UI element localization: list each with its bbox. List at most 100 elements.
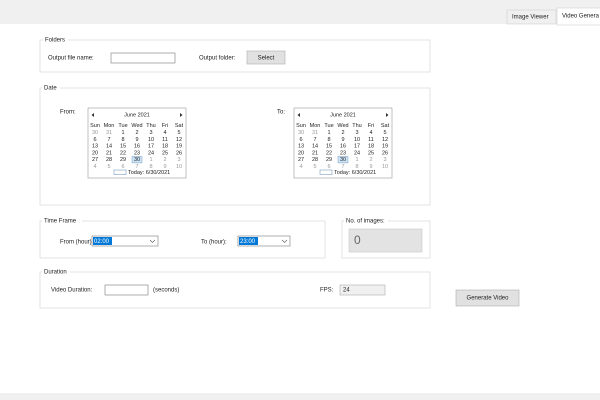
day[interactable]: 16	[134, 144, 140, 150]
day[interactable]: 30	[340, 157, 346, 163]
day[interactable]: 5	[383, 130, 386, 136]
next-arrow[interactable]	[386, 113, 389, 117]
day[interactable]: 17	[148, 144, 154, 150]
day[interactable]: 2	[341, 130, 344, 136]
day[interactable]: 10	[382, 164, 388, 170]
day[interactable]: 16	[340, 144, 346, 150]
calendar[interactable]	[293, 107, 393, 179]
day[interactable]: 7	[107, 137, 110, 143]
day[interactable]: 6	[121, 164, 124, 170]
calendar[interactable]	[87, 107, 187, 179]
day[interactable]: 10	[354, 137, 360, 143]
day[interactable]: 3	[383, 157, 386, 163]
button[interactable]	[246, 50, 286, 65]
day[interactable]: 22	[326, 150, 332, 156]
day[interactable]: 14	[106, 144, 112, 150]
day[interactable]: 29	[120, 157, 126, 163]
day[interactable]: 4	[299, 164, 302, 170]
day[interactable]: 24	[354, 150, 360, 156]
day[interactable]: 12	[382, 137, 388, 143]
day[interactable]: 13	[298, 144, 304, 150]
day[interactable]: 7	[313, 137, 316, 143]
text-input[interactable]	[104, 284, 149, 296]
day[interactable]: 8	[149, 164, 152, 170]
day[interactable]: 23	[134, 150, 140, 156]
tab-label[interactable]: Video Genera	[562, 14, 600, 20]
next-arrow[interactable]	[180, 113, 183, 117]
day[interactable]: 3	[149, 130, 152, 136]
day[interactable]: 26	[176, 150, 182, 156]
day[interactable]: 8	[355, 164, 358, 170]
day[interactable]: 11	[162, 137, 168, 143]
day[interactable]: 9	[163, 164, 166, 170]
day[interactable]: 19	[382, 144, 388, 150]
day[interactable]: 2	[163, 157, 166, 163]
day[interactable]: 18	[162, 144, 168, 150]
tab[interactable]	[506, 9, 557, 25]
day[interactable]: 5	[107, 164, 110, 170]
day[interactable]: 20	[92, 150, 98, 156]
day[interactable]: 4	[163, 130, 166, 136]
day[interactable]: 12	[176, 137, 182, 143]
day[interactable]: 22	[120, 150, 126, 156]
day[interactable]: 31	[312, 130, 318, 136]
combo-value[interactable]: 02:00	[94, 239, 110, 245]
tab-active[interactable]	[556, 7, 600, 26]
day[interactable]: 4	[369, 130, 372, 136]
day[interactable]: 26	[382, 150, 388, 156]
day[interactable]: 8	[121, 137, 124, 143]
day[interactable]: 30	[298, 130, 304, 136]
day[interactable]: 10	[176, 164, 182, 170]
day[interactable]: 5	[313, 164, 316, 170]
day[interactable]: 30	[134, 157, 140, 163]
day[interactable]: 6	[299, 137, 302, 143]
day[interactable]: 13	[92, 144, 98, 150]
day[interactable]: 17	[354, 144, 360, 150]
day[interactable]: 15	[120, 144, 126, 150]
day[interactable]: 2	[369, 157, 372, 163]
button[interactable]	[455, 289, 520, 307]
day[interactable]: 3	[355, 130, 358, 136]
combo-value[interactable]: 23:00	[240, 239, 256, 245]
prev-arrow[interactable]	[297, 113, 301, 117]
day[interactable]: 10	[148, 137, 154, 143]
day[interactable]: 1	[327, 130, 330, 136]
day[interactable]: 9	[369, 164, 372, 170]
day[interactable]: 2	[135, 130, 138, 136]
day[interactable]: 7	[135, 164, 138, 170]
day[interactable]: 18	[368, 144, 374, 150]
day[interactable]: 30	[92, 130, 98, 136]
day[interactable]: 4	[93, 164, 96, 170]
day[interactable]: 3	[177, 157, 180, 163]
day[interactable]: 24	[148, 150, 154, 156]
day[interactable]: 23	[340, 150, 346, 156]
text-input[interactable]	[110, 52, 176, 64]
day[interactable]: 15	[326, 144, 332, 150]
dropdown-arrow[interactable]	[149, 239, 156, 243]
day[interactable]: 1	[355, 157, 358, 163]
day[interactable]: 1	[149, 157, 152, 163]
day[interactable]: 27	[298, 157, 304, 163]
day[interactable]: 5	[177, 130, 180, 136]
day[interactable]: 25	[368, 150, 374, 156]
day[interactable]: 31	[106, 130, 112, 136]
day[interactable]: 11	[368, 137, 374, 143]
combo-box[interactable]	[91, 235, 159, 247]
today-label[interactable]: Today: 6/30/2021	[334, 170, 376, 176]
tab-label[interactable]: Image Viewer	[512, 15, 549, 21]
prev-arrow[interactable]	[91, 113, 95, 117]
today-label[interactable]: Today: 6/30/2021	[128, 170, 170, 176]
day[interactable]: 19	[176, 144, 182, 150]
day[interactable]: 6	[327, 164, 330, 170]
dropdown-arrow[interactable]	[281, 239, 288, 243]
day[interactable]: 8	[327, 137, 330, 143]
day[interactable]: 29	[326, 157, 332, 163]
day[interactable]: 21	[106, 150, 112, 156]
day[interactable]: 27	[92, 157, 98, 163]
day[interactable]: 6	[93, 137, 96, 143]
day[interactable]: 21	[312, 150, 318, 156]
button-label[interactable]: Generate Video	[467, 296, 510, 302]
day[interactable]: 1	[121, 130, 124, 136]
day[interactable]: 20	[298, 150, 304, 156]
day[interactable]: 28	[106, 157, 112, 163]
